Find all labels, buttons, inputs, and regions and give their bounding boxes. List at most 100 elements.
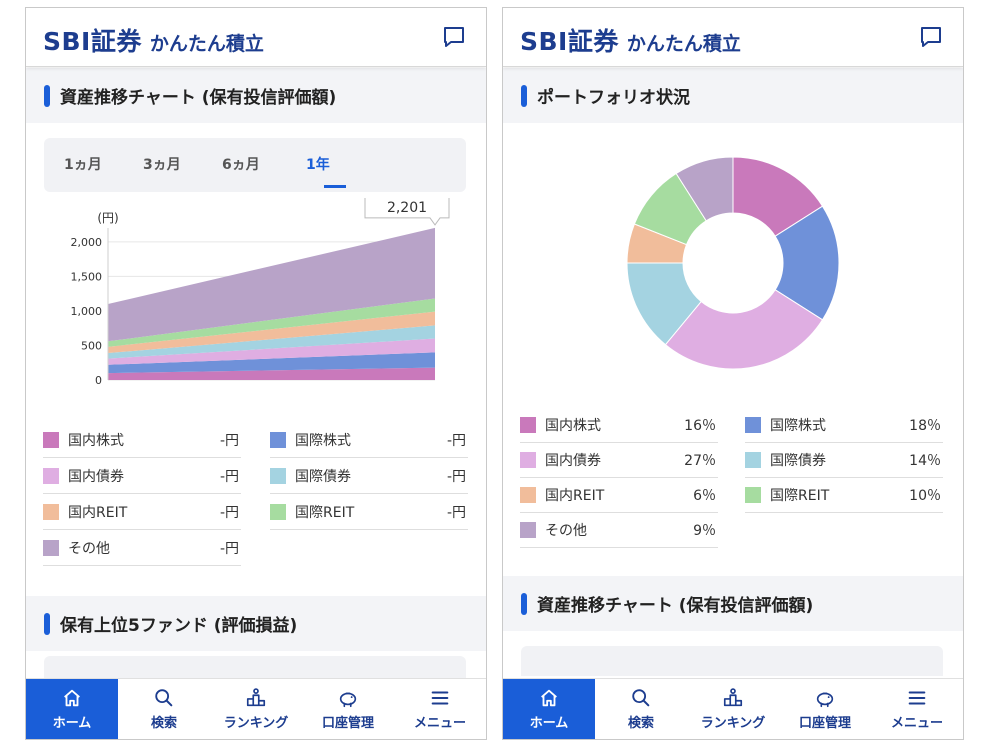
search-icon xyxy=(155,689,173,707)
menu-icon xyxy=(431,691,449,705)
bottom-navigation: ホーム 検索 ランキング 口座管理 メニュー xyxy=(503,678,963,739)
tooltip-value: 2,201 xyxy=(387,200,427,216)
section-accent-bar xyxy=(44,612,50,635)
search-icon xyxy=(632,689,650,707)
app-header: SBI証券 かんたん積立 xyxy=(26,8,486,67)
legend-item: 国内REIT 6％ xyxy=(520,478,718,513)
legend-label: 国内株式 xyxy=(545,418,601,434)
nav-label: ランキング xyxy=(700,716,766,731)
legend-label: 国内債券 xyxy=(545,453,601,469)
legend-label: 国内株式 xyxy=(68,433,124,449)
legend-value: -円 xyxy=(219,469,239,485)
y-tick-label: 1,000 xyxy=(71,305,103,318)
legend-swatch xyxy=(520,452,536,468)
legend-item: 国際債券 -円 xyxy=(270,459,468,494)
y-tick-label: 2,000 xyxy=(71,236,103,249)
section-header-top5: 保有上位5ファンド (評価損益) xyxy=(26,596,486,651)
nav-item-piggy-bank[interactable]: 口座管理 xyxy=(302,679,394,739)
nav-label: ランキング xyxy=(223,716,289,731)
legend-value: -円 xyxy=(446,469,466,485)
legend-item: 国際REIT 10％ xyxy=(745,478,943,513)
nav-label: ホーム xyxy=(52,716,92,731)
app-logo[interactable]: SBI証券 かんたん積立 xyxy=(520,22,741,58)
legend-label: その他 xyxy=(545,523,587,539)
active-tab-indicator xyxy=(324,185,346,188)
legend-item: 国内株式 16％ xyxy=(520,408,718,443)
piggy-bank-icon xyxy=(339,692,357,708)
legend-swatch xyxy=(270,468,286,484)
area-series xyxy=(108,352,435,374)
chat-icon[interactable] xyxy=(919,25,943,49)
section-title: 保有上位5ファンド (評価損益) xyxy=(60,616,298,636)
legend-swatch xyxy=(43,432,59,448)
app-logo[interactable]: SBI証券 かんたん積立 xyxy=(43,22,264,58)
app-header: SBI証券 かんたん積立 xyxy=(503,8,963,67)
section-accent-bar xyxy=(521,592,527,615)
nav-item-menu[interactable]: メニュー xyxy=(871,679,963,739)
tab-1-year[interactable]: 1年 xyxy=(306,157,330,173)
legend-label: 国内REIT xyxy=(545,488,605,504)
nav-label: 検索 xyxy=(627,716,654,731)
area-series xyxy=(108,311,435,354)
phone-screen-asset-chart: SBI証券 かんたん積立 資産推移チャート (保有投信評価額) 1ヵ月 3ヵ月 … xyxy=(25,7,487,740)
nav-item-home[interactable]: ホーム xyxy=(26,679,118,739)
nav-item-ranking[interactable]: ランキング xyxy=(687,679,779,739)
area-series xyxy=(108,338,435,365)
section-title: ポートフォリオ状況 xyxy=(537,88,690,108)
legend-value: 9％ xyxy=(693,523,716,539)
phone-screen-portfolio: SBI証券 かんたん積立 ポートフォリオ状況 国内株式 16％ 国際株式 18％ 国内債… xyxy=(502,7,964,740)
legend-value: 16％ xyxy=(684,418,716,434)
nav-label: ホーム xyxy=(529,716,569,731)
legend-value: -円 xyxy=(219,505,239,521)
legend-item: 国内REIT -円 xyxy=(43,495,241,530)
area-series xyxy=(108,325,435,359)
legend-value: -円 xyxy=(446,505,466,521)
nav-label: 口座管理 xyxy=(798,716,851,731)
nav-item-search[interactable]: 検索 xyxy=(118,679,210,739)
y-tick-label: 0 xyxy=(95,374,102,387)
nav-item-search[interactable]: 検索 xyxy=(595,679,687,739)
section-title: 資産推移チャート (保有投信評価額) xyxy=(60,88,337,108)
legend-value: 18％ xyxy=(909,418,941,434)
legend-label: 国際REIT xyxy=(770,488,830,504)
menu-icon xyxy=(908,691,926,705)
legend-swatch xyxy=(43,504,59,520)
legend-item: 国際株式 18％ xyxy=(745,408,943,443)
legend-item: その他 9％ xyxy=(520,513,718,548)
nav-label: メニュー xyxy=(890,716,943,731)
legend-swatch xyxy=(520,417,536,433)
legend-value: 14％ xyxy=(909,453,941,469)
tab-1-month[interactable]: 1ヵ月 xyxy=(64,157,102,173)
portfolio-donut-chart[interactable] xyxy=(623,153,843,373)
nav-item-ranking[interactable]: ランキング xyxy=(210,679,302,739)
nav-item-menu[interactable]: メニュー xyxy=(394,679,486,739)
logo-main: SBI証券 xyxy=(520,27,619,56)
section-header-asset-chart: 資産推移チャート (保有投信評価額) xyxy=(26,68,486,123)
chat-icon[interactable] xyxy=(442,25,466,49)
logo-sub: かんたん積立 xyxy=(626,33,741,55)
legend-swatch xyxy=(43,540,59,556)
nav-item-home[interactable]: ホーム xyxy=(503,679,595,739)
logo-main: SBI証券 xyxy=(43,27,142,56)
legend-item: その他 -円 xyxy=(43,531,241,566)
y-tick-label: 1,500 xyxy=(71,270,103,283)
tab-6-months[interactable]: 6ヵ月 xyxy=(222,157,260,173)
area-series xyxy=(108,367,435,380)
donut-slice xyxy=(675,156,734,222)
nav-label: 口座管理 xyxy=(321,716,374,731)
legend-swatch xyxy=(745,417,761,433)
legend-label: 国内債券 xyxy=(68,469,124,485)
legend-swatch xyxy=(270,504,286,520)
section-header-asset-chart: 資産推移チャート (保有投信評価額) xyxy=(503,576,963,631)
section-title: 資産推移チャート (保有投信評価額) xyxy=(537,596,814,616)
nav-item-piggy-bank[interactable]: 口座管理 xyxy=(779,679,871,739)
home-icon xyxy=(64,689,80,707)
asset-area-chart[interactable]: (円) 0 500 1,000 1,500 2,000 2,201 xyxy=(26,198,486,388)
legend-value: 10％ xyxy=(909,488,941,504)
legend-swatch xyxy=(520,522,536,538)
legend-swatch xyxy=(270,432,286,448)
tab-3-months[interactable]: 3ヵ月 xyxy=(143,157,181,173)
legend-item: 国際株式 -円 xyxy=(270,423,468,458)
piggy-bank-icon xyxy=(816,692,834,708)
ranking-icon xyxy=(723,688,743,707)
